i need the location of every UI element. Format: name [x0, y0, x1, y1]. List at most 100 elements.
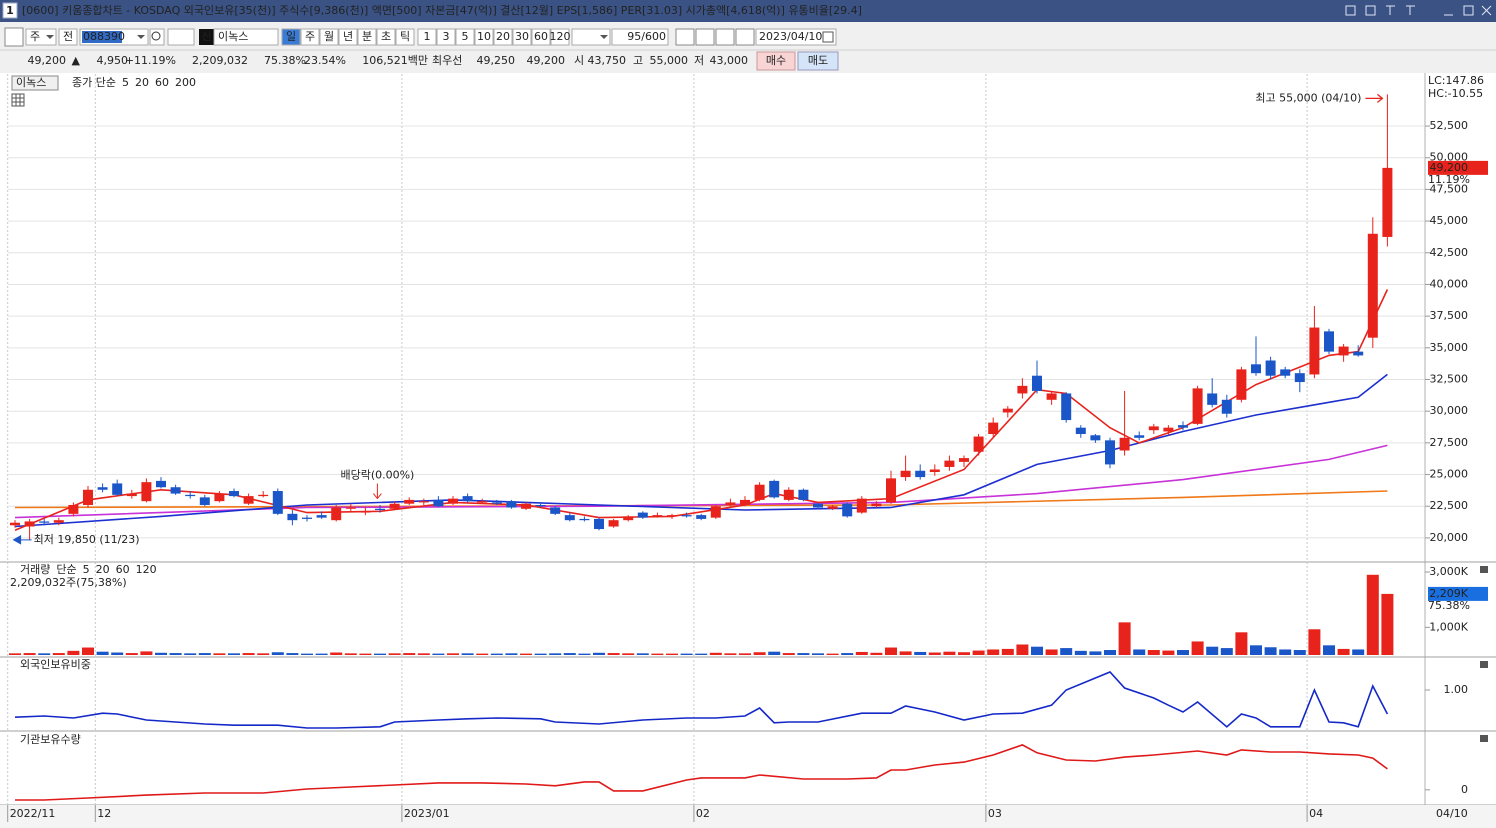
period-button[interactable]: [281, 28, 301, 46]
maximize-button[interactable]: [1463, 5, 1474, 16]
candle-body: [1061, 393, 1072, 421]
volume-bar: [578, 653, 591, 655]
ma-legend-item: 200: [175, 76, 196, 89]
layout-icon[interactable]: [4, 27, 24, 47]
volume-bar: [826, 653, 839, 655]
tool-icon[interactable]: [715, 28, 735, 46]
control-icon[interactable]: [1406, 5, 1415, 15]
window-title: [0600] 키움종합차트 - KOSDAQ 외국인보유[35(천)] 주식수[…: [22, 3, 862, 17]
tool-icon[interactable]: [695, 28, 715, 46]
interval-button[interactable]: [550, 28, 570, 46]
volume-bar: [899, 651, 912, 655]
panel-close-icon[interactable]: [1480, 661, 1488, 668]
interval-button[interactable]: [436, 28, 456, 46]
period-button[interactable]: [319, 28, 339, 46]
price-legend-name: 이녹스: [16, 76, 46, 89]
volume-bar: [1133, 649, 1146, 655]
hc-label: HC:-10.55: [1428, 87, 1483, 100]
close-button[interactable]: [1481, 5, 1492, 16]
volume-bar: [593, 652, 605, 655]
candle-body: [1192, 388, 1203, 424]
ma-legend-item: 5: [122, 76, 129, 89]
candle-body: [272, 491, 283, 514]
panel-close-icon[interactable]: [1480, 735, 1488, 742]
volume-bar: [1293, 650, 1306, 655]
interval-button[interactable]: [493, 28, 513, 46]
candle-body: [24, 521, 35, 527]
y-tick-label: 40,000: [1430, 277, 1469, 290]
buy-button[interactable]: [756, 51, 796, 71]
interval-button[interactable]: [417, 28, 437, 46]
control-icon[interactable]: [1365, 5, 1376, 16]
table-icon[interactable]: [11, 93, 25, 107]
volume-bar: [520, 653, 532, 655]
period-button[interactable]: [338, 28, 358, 46]
volume-legend-item: 거래량: [20, 563, 50, 576]
volume-bar: [680, 653, 693, 655]
period-button[interactable]: [376, 28, 396, 46]
period-button[interactable]: [395, 28, 415, 46]
candle-body: [243, 496, 254, 504]
candle-body: [1338, 346, 1349, 356]
interval-button[interactable]: [474, 28, 494, 46]
candle-body: [959, 458, 969, 462]
dropdown-arrow: [46, 35, 54, 39]
candle-body: [1309, 327, 1320, 375]
calendar-icon: [822, 31, 834, 43]
volume-bar: [549, 653, 562, 655]
interval-button-text: 60: [534, 30, 548, 43]
candle-body: [929, 469, 940, 473]
interval-button-text: 5: [462, 30, 469, 43]
volume-bar: [330, 652, 343, 655]
tool-icon[interactable]: [735, 28, 755, 46]
tool-icon[interactable]: [675, 28, 695, 46]
volume-bar: [1147, 650, 1160, 655]
date-input[interactable]: [755, 28, 837, 46]
control-icon[interactable]: [1345, 5, 1356, 16]
sound-button[interactable]: [167, 28, 195, 46]
y-tick-label: 20,000: [1430, 531, 1469, 544]
type-select[interactable]: [25, 28, 57, 46]
candle-body: [1134, 435, 1145, 438]
volume-bar: [1264, 647, 1277, 655]
quote-ask: 49,250: [477, 54, 516, 67]
y-tick-label: 1,000K: [1429, 620, 1468, 633]
control-icon[interactable]: [1386, 5, 1395, 15]
empty-select[interactable]: [571, 28, 611, 46]
quote-bid: 49,200: [527, 54, 566, 67]
quote-open: 43,750: [588, 54, 627, 67]
quote-change: 4,950: [97, 54, 129, 67]
sell-button[interactable]: [797, 51, 839, 71]
volume-bar: [841, 653, 854, 655]
volume-bar: [213, 653, 226, 655]
interval-button[interactable]: [531, 28, 551, 46]
indicator-line: [15, 744, 1388, 801]
panel-close-icon[interactable]: [1480, 566, 1488, 573]
period-button[interactable]: [300, 28, 320, 46]
count-input[interactable]: [611, 28, 669, 46]
volume-bar: [1206, 646, 1219, 655]
period-button[interactable]: [357, 28, 377, 46]
volume-bar: [534, 653, 547, 655]
candle-body: [915, 470, 926, 478]
y-tick-label: 47,500: [1430, 182, 1469, 195]
candle-body: [1221, 399, 1232, 414]
volume-bar: [490, 653, 503, 655]
interval-button[interactable]: [512, 28, 532, 46]
candle-body: [1280, 369, 1291, 376]
candle-body: [316, 515, 327, 518]
quote-change-pct: +11.19%: [125, 54, 176, 67]
candle-body: [1148, 426, 1159, 431]
high-annotation: 최고 55,000 (04/10): [1255, 91, 1361, 104]
prev-button[interactable]: [58, 28, 78, 46]
quote-arrow: ▲: [72, 54, 81, 67]
last-date-label: 04/10: [1436, 807, 1468, 820]
name-input[interactable]: [213, 28, 279, 46]
interval-button[interactable]: [455, 28, 475, 46]
candle-body: [433, 499, 444, 507]
volume-bar: [1279, 649, 1292, 655]
candle-body: [594, 518, 604, 530]
y-tick-label: 32,500: [1430, 373, 1469, 386]
